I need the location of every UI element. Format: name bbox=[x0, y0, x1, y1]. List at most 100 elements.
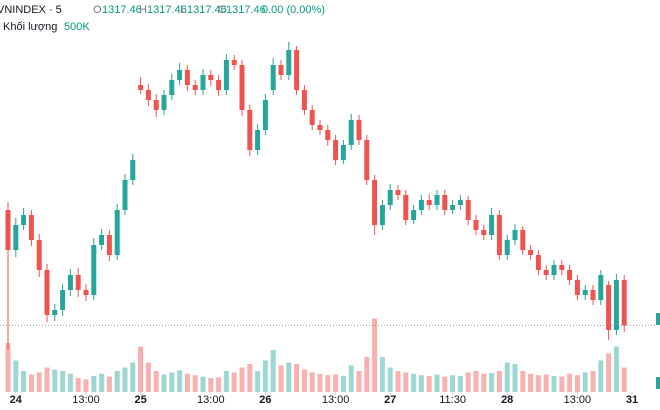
close-label: C bbox=[218, 4, 226, 16]
candle-body bbox=[379, 205, 385, 225]
candle-body bbox=[325, 130, 331, 140]
volume-bar bbox=[255, 371, 261, 392]
candle-body bbox=[208, 75, 214, 80]
volume-bar bbox=[450, 375, 456, 392]
candle-body bbox=[114, 210, 120, 255]
volume-bar bbox=[621, 367, 627, 392]
volume-bar bbox=[106, 376, 112, 392]
candle-body bbox=[5, 210, 11, 250]
volume-bar bbox=[5, 343, 11, 392]
candle-body bbox=[106, 235, 112, 255]
candle-body bbox=[450, 205, 456, 210]
candle-body bbox=[442, 195, 448, 210]
open-value: 1317.46 bbox=[102, 4, 142, 16]
candle-body bbox=[465, 200, 471, 220]
close-value: 1317.46 bbox=[226, 4, 266, 16]
candle-body bbox=[574, 280, 580, 295]
high-value: 1317.46 bbox=[147, 4, 187, 16]
volume-bar bbox=[543, 374, 549, 392]
volume-bar bbox=[535, 375, 541, 392]
volume-bar bbox=[301, 369, 307, 392]
volume-bar bbox=[153, 371, 159, 392]
candle-body bbox=[270, 65, 276, 90]
candle-body bbox=[496, 215, 502, 255]
candle-body bbox=[512, 230, 518, 240]
volume-bar bbox=[590, 371, 596, 392]
volume-bar bbox=[574, 375, 580, 392]
volume-bar bbox=[567, 373, 573, 392]
candle-body bbox=[36, 240, 42, 270]
volume-bar bbox=[411, 373, 417, 392]
candle-body bbox=[262, 100, 268, 130]
volume-bar bbox=[208, 378, 214, 392]
volume-bar bbox=[91, 375, 97, 392]
volume-bar bbox=[13, 360, 19, 392]
volume-bar bbox=[294, 364, 300, 392]
volume-bar bbox=[114, 371, 120, 392]
x-tick-label: 24 bbox=[10, 394, 23, 406]
candle-body bbox=[67, 275, 73, 290]
volume-bar bbox=[442, 376, 448, 392]
candle-body bbox=[184, 70, 190, 85]
candle-body bbox=[457, 200, 463, 205]
volume-bar bbox=[489, 373, 495, 392]
candle-body bbox=[520, 230, 526, 250]
grid bbox=[0, 324, 656, 395]
candle-body bbox=[348, 120, 354, 145]
x-tick-label: 13:00 bbox=[322, 394, 350, 406]
volume-bar bbox=[161, 374, 167, 392]
volume-bar bbox=[231, 372, 237, 392]
candle-body bbox=[598, 275, 604, 300]
x-tick-label: 13:00 bbox=[197, 394, 225, 406]
candle-body bbox=[387, 190, 393, 205]
candle-body bbox=[356, 120, 362, 140]
candle-body bbox=[434, 195, 440, 205]
candle-body bbox=[418, 200, 424, 210]
volume-bar bbox=[177, 370, 183, 392]
candle-body bbox=[177, 70, 183, 80]
candle-body bbox=[99, 235, 105, 245]
candle-body bbox=[91, 245, 97, 295]
volume-bar bbox=[247, 364, 253, 392]
candle-body bbox=[13, 225, 19, 250]
candle-body bbox=[317, 125, 323, 130]
candle-body bbox=[52, 310, 58, 315]
labels: 24 13:00 25 13:00 26 13:00 27 11:30 28 13:00 31 bbox=[10, 394, 638, 406]
volume-bar bbox=[387, 367, 393, 392]
candle-body bbox=[535, 255, 541, 270]
candle-body bbox=[528, 250, 534, 255]
volume-bar bbox=[504, 362, 510, 392]
volume-bar bbox=[52, 369, 58, 392]
volume-bar bbox=[278, 365, 284, 392]
volume-bar bbox=[99, 373, 105, 392]
volume-bar bbox=[239, 367, 245, 392]
volume-bar bbox=[340, 375, 346, 392]
volume-value: 500K bbox=[64, 21, 90, 33]
volume-bar bbox=[457, 375, 463, 392]
volume-bar bbox=[286, 362, 292, 392]
candle-body bbox=[28, 215, 34, 240]
volume-bar bbox=[434, 374, 440, 392]
candle-body bbox=[372, 180, 378, 225]
x-tick-label: 13:00 bbox=[564, 394, 592, 406]
x-tick-label: 26 bbox=[259, 394, 271, 406]
volume-bar bbox=[169, 372, 175, 392]
volume-title: Khối lượng bbox=[3, 21, 57, 33]
marks bbox=[5, 42, 627, 392]
volume-bar bbox=[36, 372, 42, 392]
candle-body bbox=[543, 270, 549, 275]
volume-bar bbox=[309, 372, 315, 392]
candle-body bbox=[145, 90, 151, 100]
candle-body bbox=[255, 130, 261, 150]
volume-bar bbox=[223, 371, 229, 392]
x-tick-label: 31 bbox=[626, 394, 638, 406]
candle-body bbox=[122, 180, 128, 210]
volume-bar bbox=[21, 371, 27, 392]
volume-bar bbox=[262, 360, 268, 392]
price-tag bbox=[656, 313, 660, 325]
volume-bar bbox=[512, 364, 518, 392]
candle-body bbox=[606, 285, 612, 330]
candle-body bbox=[621, 280, 627, 326]
